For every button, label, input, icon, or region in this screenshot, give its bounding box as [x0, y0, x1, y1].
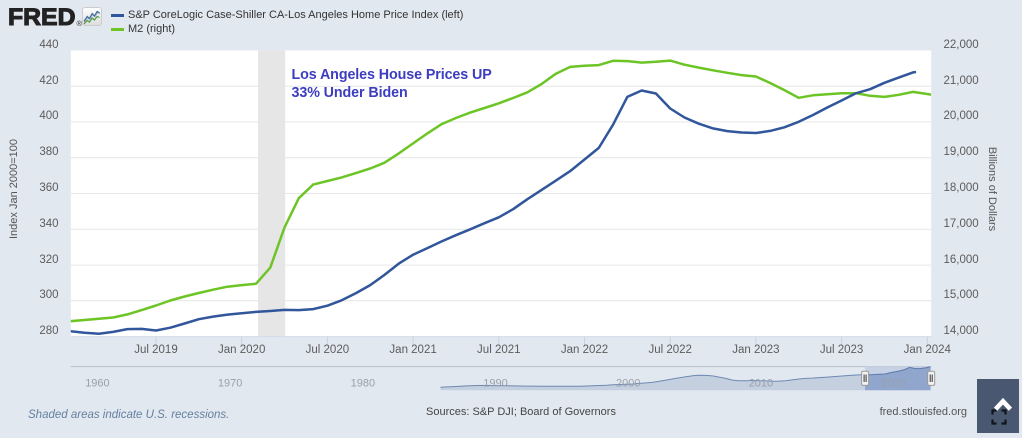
svg-text:1990: 1990: [483, 378, 507, 390]
svg-text:®: ®: [77, 19, 83, 28]
svg-text:FRED: FRED: [8, 4, 76, 31]
svg-text:1970: 1970: [218, 378, 242, 390]
svg-text:2020: 2020: [881, 378, 905, 390]
svg-text:1960: 1960: [85, 378, 109, 390]
svg-text:2010: 2010: [749, 378, 773, 390]
svg-text:2000: 2000: [616, 378, 640, 390]
svg-text:1980: 1980: [351, 378, 375, 390]
